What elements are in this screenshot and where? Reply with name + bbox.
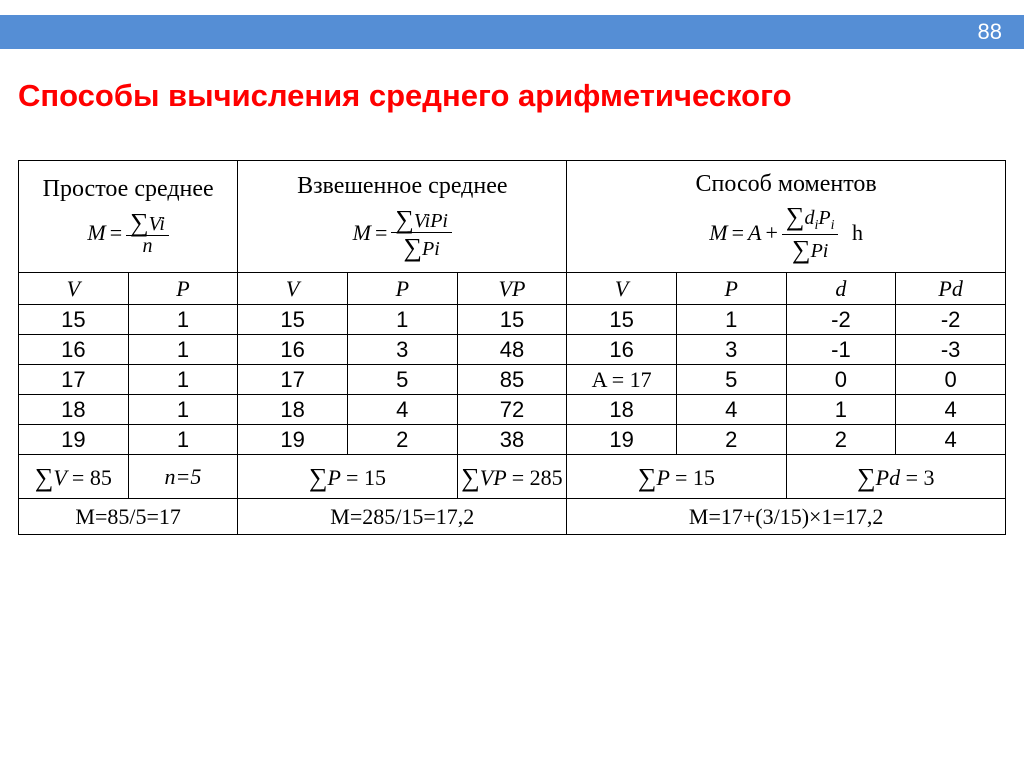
cell: 4 [347,395,457,425]
formula-moments: M = A + ∑diPi ∑Pi h [709,202,863,262]
cell: 1 [128,365,238,395]
cell: 19 [19,425,129,455]
sum-simple-n: n=5 [128,455,238,499]
cell: 16 [238,335,348,365]
cell: 15 [19,305,129,335]
formula-moments-eq: = [732,220,744,245]
col-weighted-V: V [238,273,348,305]
formula-weighted: M = ∑ViPi ∑Pi [353,205,452,261]
cell: 48 [457,335,567,365]
formula-simple-M: M [87,220,105,245]
cell: 15 [238,305,348,335]
result-moments: M=17+(3/15)×1=17,2 [567,499,1006,535]
col-simple-P: P [128,273,238,305]
cell: 3 [347,335,457,365]
formula-simple: M = ∑Vi n [87,208,169,257]
cell: 18 [567,395,677,425]
cell-A: A = 17 [567,365,677,395]
cell: 1 [128,335,238,365]
formula-moments-plus: + [766,220,778,245]
cell: -3 [896,335,1006,365]
cell: 18 [238,395,348,425]
col-simple-V: V [19,273,129,305]
formula-simple-eq: = [110,220,122,245]
cell: -2 [896,305,1006,335]
cell: 16 [19,335,129,365]
methods-table-wrap: Простое среднее M = ∑Vi n Взвешенное сре… [18,160,1006,535]
cell: 1 [128,425,238,455]
sum-moments-P: ∑P = 15 [567,455,786,499]
table-row: 17 1 17 5 85 A = 17 5 0 0 [19,365,1006,395]
result-weighted: M=285/15=17,2 [238,499,567,535]
cell: 15 [457,305,567,335]
sum-row: ∑V = 85 n=5 ∑P = 15 ∑VP = 285 ∑P = 15 ∑P… [19,455,1006,499]
cell: 16 [567,335,677,365]
cell: 0 [786,365,896,395]
col-moments-P: P [676,273,786,305]
cell: 85 [457,365,567,395]
formula-moments-h: h [852,220,863,245]
cell: 1 [676,305,786,335]
cell: 4 [896,425,1006,455]
cell: 19 [567,425,677,455]
sum-weighted-P: ∑P = 15 [238,455,457,499]
cell: 15 [567,305,677,335]
col-moments-V: V [567,273,677,305]
cell: -1 [786,335,896,365]
cell: 72 [457,395,567,425]
cell: 2 [786,425,896,455]
cell: 1 [347,305,457,335]
formula-simple-num: Vi [149,213,165,235]
col-moments-d: d [786,273,896,305]
header-weighted-label: Взвешенное среднее [238,173,566,201]
cell: 4 [676,395,786,425]
cell: 0 [896,365,1006,395]
table-row: 16 1 16 3 48 16 3 -1 -3 [19,335,1006,365]
page-title: Способы вычисления среднего арифметическ… [18,78,792,114]
cell: 5 [347,365,457,395]
cell: 1 [786,395,896,425]
cell: 18 [19,395,129,425]
cell: 4 [896,395,1006,425]
table-row: 18 1 18 4 72 18 4 1 4 [19,395,1006,425]
col-weighted-P: P [347,273,457,305]
formula-moments-M: M [709,220,727,245]
cell: 2 [347,425,457,455]
cell: 2 [676,425,786,455]
cell: 1 [128,395,238,425]
table-row: 15 1 15 1 15 15 1 -2 -2 [19,305,1006,335]
header-moments: Способ моментов M = A + ∑diPi ∑Pi h [567,161,1006,273]
cell: 17 [238,365,348,395]
col-moments-Pd: Pd [896,273,1006,305]
sum-weighted-VP: ∑VP = 285 [457,455,567,499]
result-row: M=85/5=17 M=285/15=17,2 M=17+(3/15)×1=17… [19,499,1006,535]
cell: 5 [676,365,786,395]
header-simple-label: Простое среднее [19,176,237,204]
sum-simple-V: ∑V = 85 [19,455,129,499]
sum-moments-Pd: ∑Pd = 3 [786,455,1005,499]
col-weighted-VP: VP [457,273,567,305]
formula-weighted-eq: = [375,220,387,245]
formula-moments-A: A [748,220,761,245]
cell: 17 [19,365,129,395]
cell: 38 [457,425,567,455]
header-weighted: Взвешенное среднее M = ∑ViPi ∑Pi [238,161,567,273]
page-number-band: 88 [0,15,1024,49]
methods-table: Простое среднее M = ∑Vi n Взвешенное сре… [18,160,1006,535]
formula-weighted-M: M [353,220,371,245]
result-simple: M=85/5=17 [19,499,238,535]
header-simple: Простое среднее M = ∑Vi n [19,161,238,273]
formula-simple-den: n [139,236,157,257]
cell: -2 [786,305,896,335]
cell: 3 [676,335,786,365]
table-row: 19 1 19 2 38 19 2 2 4 [19,425,1006,455]
cell: 19 [238,425,348,455]
header-moments-label: Способ моментов [567,171,1005,199]
page-number: 88 [978,19,1002,45]
cell: 1 [128,305,238,335]
